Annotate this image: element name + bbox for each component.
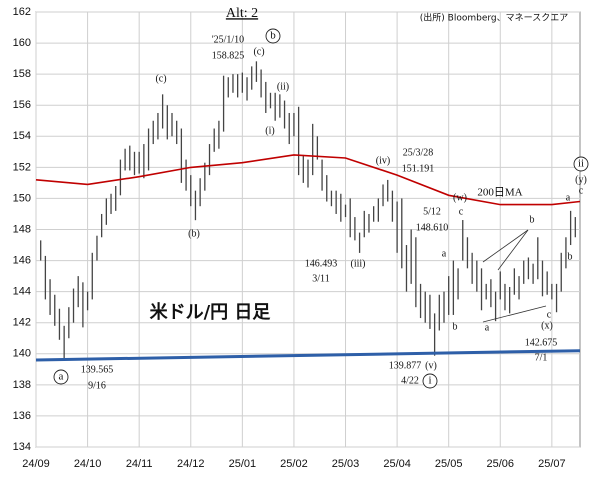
x-tick-label: 24/11 bbox=[126, 458, 153, 470]
annotation: a bbox=[59, 371, 64, 383]
annotation: 142.675 bbox=[525, 337, 558, 348]
annotation: c bbox=[579, 185, 584, 196]
x-tick-label: 24/10 bbox=[74, 458, 102, 470]
y-tick-label: 136 bbox=[13, 410, 31, 422]
annotation: a bbox=[485, 322, 490, 333]
annotation: (y) bbox=[575, 174, 587, 185]
annotation: (i) bbox=[265, 125, 274, 136]
y-tick-label: 156 bbox=[13, 99, 31, 111]
annotation: b bbox=[530, 214, 535, 225]
annotation: 3/11 bbox=[312, 273, 329, 284]
annotation: (c) bbox=[253, 46, 264, 57]
y-tick-label: 148 bbox=[13, 223, 31, 235]
annotation-circle bbox=[573, 156, 589, 172]
annotation: c bbox=[547, 309, 552, 320]
y-tick-label: 142 bbox=[13, 317, 31, 329]
annotation: i bbox=[428, 375, 431, 387]
annotation: (iv) bbox=[376, 155, 390, 166]
annotation: b bbox=[568, 251, 573, 262]
source-note: (出所) Bloomberg、マネースクエア bbox=[420, 12, 568, 24]
y-tick-label: 160 bbox=[13, 37, 31, 49]
annotation: b bbox=[270, 30, 276, 42]
y-tick-label: 152 bbox=[13, 161, 31, 173]
annotation: (iii) bbox=[351, 258, 366, 269]
annotation-circle bbox=[422, 373, 438, 389]
x-tick-label: 25/01 bbox=[229, 458, 257, 470]
annotation: c bbox=[459, 206, 464, 217]
pattern-line bbox=[497, 229, 529, 271]
annotation: ii bbox=[578, 158, 584, 170]
annotation: (x) bbox=[541, 320, 553, 331]
annotation: 139.877 bbox=[389, 360, 422, 371]
x-tick-label: 24/09 bbox=[22, 458, 50, 470]
x-tick-label: 25/03 bbox=[332, 458, 360, 470]
y-tick-label: 140 bbox=[13, 348, 31, 360]
annotation: (v) bbox=[425, 360, 437, 371]
annotation: 4/22 bbox=[401, 375, 419, 386]
pattern-line bbox=[482, 305, 547, 323]
moving-average-line bbox=[35, 154, 581, 206]
x-tick-label: 25/06 bbox=[487, 458, 515, 470]
ma-label: 200日MA bbox=[477, 187, 522, 199]
y-tick-label: 146 bbox=[13, 254, 31, 266]
annotation: a bbox=[442, 248, 447, 259]
x-tick-label: 25/04 bbox=[383, 458, 411, 470]
annotation: 151.191 bbox=[402, 163, 435, 174]
y-tick-label: 162 bbox=[13, 6, 31, 18]
chart-title: Alt: 2 bbox=[226, 6, 258, 21]
y-tick-label: 150 bbox=[13, 192, 31, 204]
annotation-circle bbox=[53, 369, 69, 385]
y-tick-label: 134 bbox=[13, 441, 31, 453]
annotation: 158.825 bbox=[212, 50, 245, 61]
annotation-circle bbox=[265, 28, 281, 44]
annotation: 25/3/28 bbox=[403, 147, 434, 158]
annotation: 139.565 bbox=[81, 364, 114, 375]
annotation: 9/16 bbox=[88, 380, 106, 391]
annotation: (b) bbox=[188, 228, 200, 239]
y-tick-label: 158 bbox=[13, 68, 31, 80]
annotation: a bbox=[566, 192, 571, 203]
x-tick-label: 25/05 bbox=[435, 458, 463, 470]
annotation: 7/1 bbox=[535, 352, 548, 363]
chart-watermark: 米ドル/円 日足 bbox=[150, 301, 271, 323]
annotation: '25/1/10 bbox=[212, 34, 244, 45]
x-tick-label: 25/07 bbox=[538, 458, 566, 470]
annotation: (ii) bbox=[277, 81, 289, 92]
pattern-line bbox=[482, 229, 529, 263]
annotation: 146.493 bbox=[305, 258, 338, 269]
trend-line bbox=[35, 349, 581, 362]
annotation: b bbox=[453, 321, 458, 332]
x-tick-label: 25/02 bbox=[280, 458, 308, 470]
y-tick-label: 144 bbox=[13, 286, 31, 298]
annotation: 5/12 bbox=[423, 206, 441, 217]
y-tick-label: 154 bbox=[13, 130, 31, 142]
y-tick-label: 138 bbox=[13, 379, 31, 391]
annotation: (w) bbox=[453, 192, 467, 203]
annotation: 148.610 bbox=[416, 222, 449, 233]
x-tick-label: 24/12 bbox=[177, 458, 205, 470]
annotation: (c) bbox=[155, 73, 166, 84]
